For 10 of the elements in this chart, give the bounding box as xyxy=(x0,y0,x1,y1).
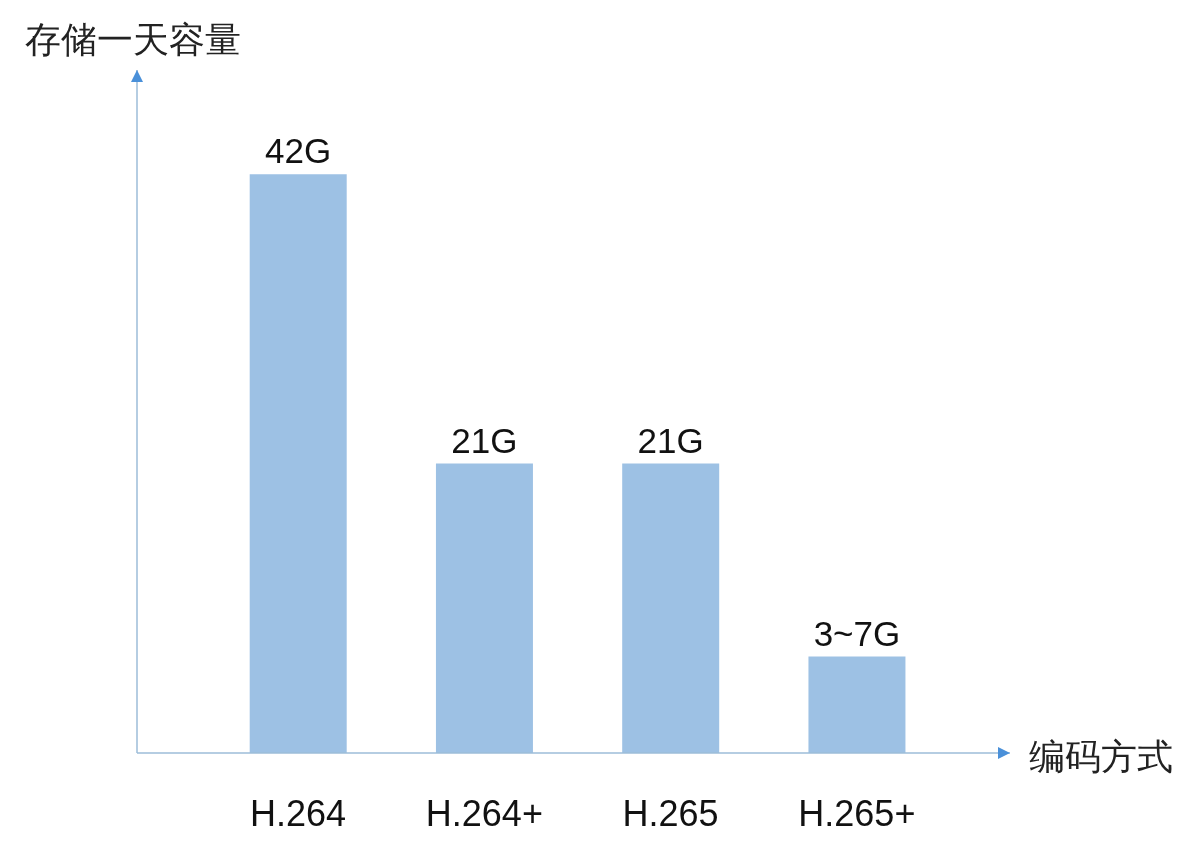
data-label: 3~7G xyxy=(813,613,901,653)
x-tick-label: H.264+ xyxy=(425,793,543,834)
data-label: 42G xyxy=(265,131,332,171)
data-label: 21G xyxy=(637,420,704,460)
x-tick-label: H.265 xyxy=(622,793,719,834)
y-axis-title: 存储一天容量 xyxy=(25,19,241,61)
x-axis-title: 编码方式 xyxy=(1029,736,1173,778)
x-tick-label: H.265+ xyxy=(798,793,916,834)
data-label: 21G xyxy=(451,420,518,460)
x-tick-label: H.264 xyxy=(250,793,347,834)
